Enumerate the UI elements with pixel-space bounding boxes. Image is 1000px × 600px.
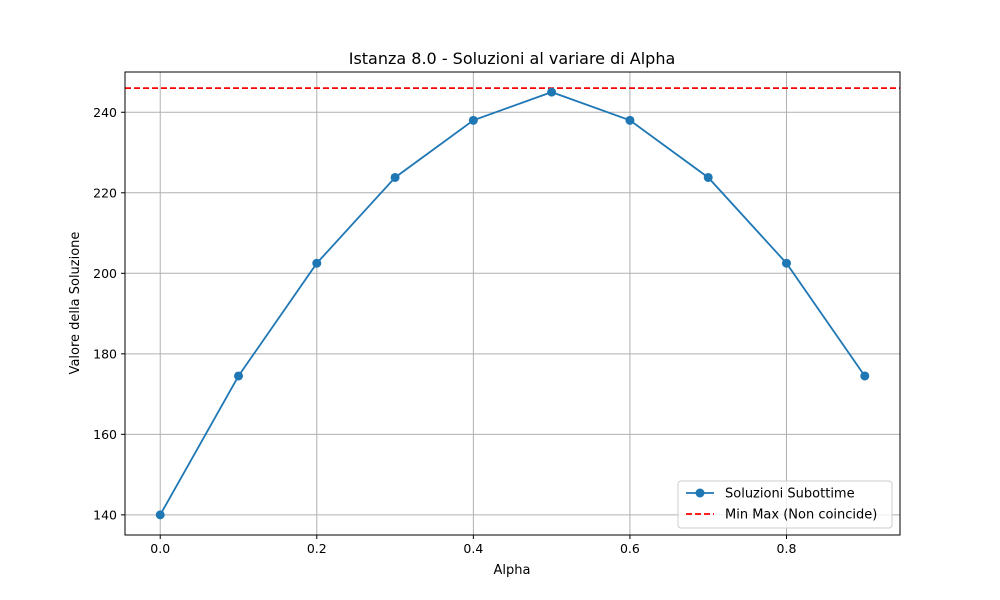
y-tick-label: 180 [93,346,117,361]
data-point [468,115,478,125]
series-line [159,91,866,516]
data-point [625,115,635,125]
x-axis-label: Alpha [494,563,531,578]
legend: Soluzioni Subottime Min Max (Non coincid… [677,480,893,529]
data-point [390,172,400,182]
plot-frame [124,71,901,536]
grid [125,72,900,535]
x-tick-label: 0.8 [777,541,797,556]
legend-label-series: Soluzioni Subottime [725,487,855,502]
ticks: 0.0 0.2 0.4 0.6 0.8 140 160 180 200 220 240 [93,105,796,556]
y-tick-label: 160 [93,427,117,442]
x-tick-label: 0.2 [307,541,327,556]
y-tick-label: 140 [93,507,117,522]
data-point [703,172,713,182]
data-point [155,510,165,520]
y-tick-label: 200 [93,266,117,281]
legend-box [677,480,893,529]
data-point [312,258,322,268]
x-tick-label: 0.4 [463,541,483,556]
data-point [547,87,557,97]
legend-marker-series [695,488,705,498]
chart-title: Istanza 8.0 - Soluzioni al variare di Al… [349,49,676,68]
data-point [781,258,791,268]
y-tick-label: 240 [93,105,117,120]
y-axis-label: Valore della Soluzione [68,232,83,375]
series [155,87,870,520]
data-point [860,371,870,381]
y-tick-label: 220 [93,185,117,200]
x-tick-label: 0.6 [620,541,640,556]
data-point [234,371,244,381]
legend-label-reference: Min Max (Non coincide) [725,508,877,523]
x-tick-label: 0.0 [150,541,170,556]
